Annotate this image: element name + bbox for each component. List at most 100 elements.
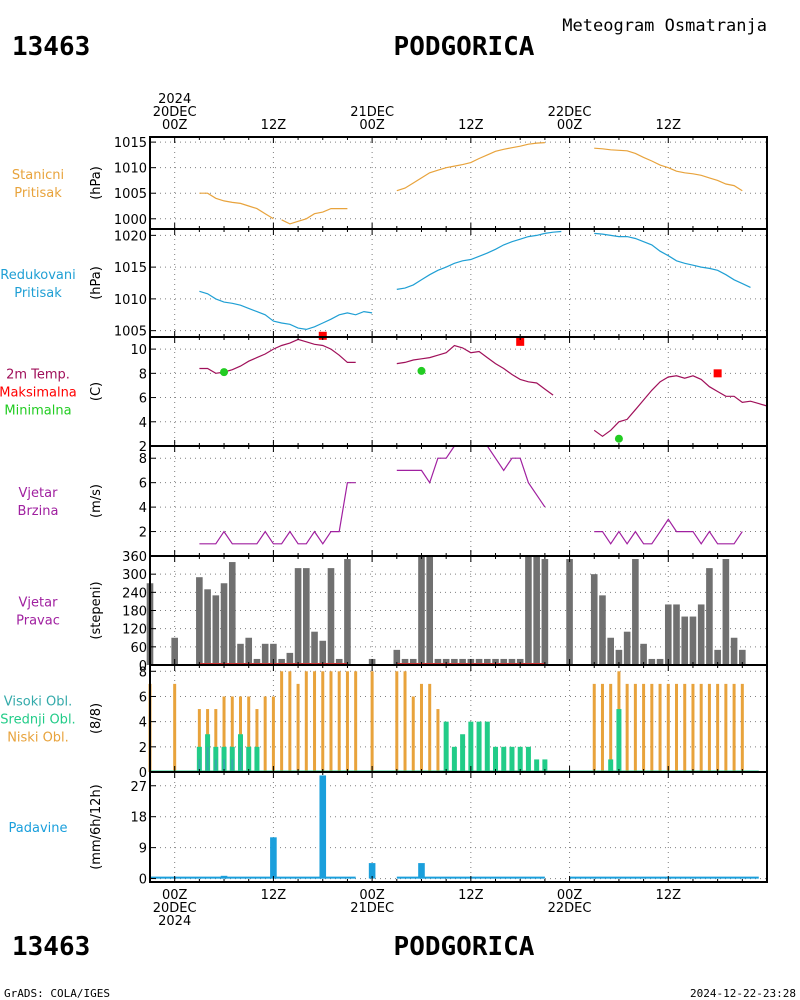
wind-direction-bar [615, 649, 623, 665]
wind-direction-bar [541, 559, 549, 665]
mid-cloud-bar [451, 746, 457, 772]
time-label: 00Z [162, 118, 188, 133]
footer-station-id: 13463 [12, 932, 90, 962]
y-tick-label: 1010 [114, 162, 147, 177]
low-cloud-bar [263, 696, 267, 772]
wind-direction-bar [566, 559, 573, 665]
time-label: 12Z [656, 888, 682, 903]
panel-reduced-pressure: 1005 1010 1015 1020 (hPa) Redukovani Pritisak [0, 228, 768, 340]
station-pressure-line-segment [396, 142, 545, 192]
low-cloud-bar [600, 683, 604, 772]
time-label: 00Z [359, 118, 385, 133]
mid-cloud-bar [608, 759, 614, 772]
y-tick-label: 300 [122, 568, 147, 583]
time-label: 12Z [656, 118, 682, 133]
low-cloud-bar [337, 671, 341, 772]
low-cloud-bar [354, 671, 358, 772]
wind-direction-bar [516, 658, 524, 665]
time-label: 12Z [458, 888, 484, 903]
wind-direction-bar [590, 574, 598, 665]
low-cloud-bar [724, 683, 728, 772]
high-cloud-bar [214, 759, 217, 772]
wind-direction-bar [451, 658, 458, 665]
time-label: 2024 [158, 914, 191, 929]
low-cloud-bar [707, 683, 711, 772]
panel-wind-direction: 0 60 120 180 240 300 360 (stepeni) Vjetar Pravac [16, 550, 768, 674]
y-tick-label: 1015 [114, 136, 147, 151]
time-label: 00Z [557, 118, 583, 133]
wind-direction-bar [319, 640, 327, 665]
y-tick-label: 1010 [114, 293, 147, 308]
y-tick-label: 180 [122, 605, 147, 620]
low-cloud-bar [395, 671, 399, 772]
low-cloud-bar [304, 671, 308, 772]
mid-cloud-bar [484, 721, 490, 772]
maximum-marker [318, 331, 327, 340]
y-tick-label: 6 [139, 477, 147, 492]
wind-direction-bar [335, 658, 343, 665]
time-label: 21DEC [350, 901, 394, 916]
mid-cloud-bar [534, 759, 540, 772]
panel-frame [149, 771, 768, 883]
y-axis-unit: (C) [89, 382, 104, 401]
station-pressure-line-segment [199, 192, 274, 220]
low-cloud-bar [411, 696, 415, 772]
mid-cloud-bar [542, 759, 548, 772]
mid-cloud-bar [468, 721, 474, 772]
credit-text: GrADS: COLA/IGES [4, 987, 110, 1000]
low-cloud-bar [222, 696, 226, 772]
wind-direction-bar [623, 631, 631, 665]
mid-cloud-bar [493, 746, 499, 772]
wind-direction-bar [689, 616, 697, 665]
low-cloud-bar [329, 671, 333, 772]
y-tick-label: 60 [130, 641, 147, 656]
wind-direction-bar [212, 595, 220, 665]
minimum-marker [220, 368, 229, 377]
panel-label: Stanicni [12, 168, 64, 183]
maximum-marker [516, 337, 525, 346]
wind-direction-bar [442, 658, 450, 665]
y-tick-label: 2 [139, 440, 147, 455]
high-cloud-bar [231, 759, 234, 772]
y-tick-label: 4 [139, 716, 147, 731]
panel-label: Redukovani [0, 268, 75, 283]
low-cloud-bar [313, 671, 317, 772]
wind-direction-bar [245, 637, 253, 665]
y-tick-label: 360 [122, 550, 147, 565]
timestamp: 2024-12-22-23:28 [690, 987, 796, 1000]
wind-direction-bar [393, 649, 401, 665]
y-tick-label: 4 [139, 416, 147, 431]
low-cloud-bar [642, 683, 646, 772]
panel-frame [149, 336, 768, 447]
wind-direction-bar [327, 568, 335, 665]
wind-direction-bar [204, 589, 211, 665]
y-tick-label: 2 [139, 741, 147, 756]
low-cloud-bar [271, 696, 275, 772]
wind-direction-bar [261, 643, 269, 665]
panel-label: Niski Obl. [7, 731, 69, 746]
precipitation-bar [418, 863, 425, 879]
low-cloud-bar [428, 683, 432, 772]
wind-direction-bar [640, 643, 647, 665]
panel-cloud-cover: 0 2 4 6 8 (8/8) Visoki Obl. Srednji Obl. Niski O… [0, 664, 768, 781]
mid-cloud-bar [525, 746, 531, 772]
high-cloud-bar [239, 746, 242, 772]
wind-speed-line-segment [594, 518, 743, 545]
wind-direction-bar [228, 562, 236, 665]
low-cloud-bar [173, 683, 177, 772]
low-cloud-bar [675, 683, 679, 772]
low-cloud-bar [436, 709, 440, 772]
low-cloud-bar [650, 683, 654, 772]
precipitation-bar [368, 863, 376, 879]
low-cloud-bar [666, 683, 670, 772]
minimum-marker [614, 434, 623, 443]
panel-label: Maksimalna [0, 386, 77, 401]
low-cloud-bar [716, 683, 720, 772]
wind-direction-bar [286, 652, 294, 665]
y-tick-label: 0 [139, 766, 147, 781]
temperature-line-segment [593, 375, 768, 438]
panel-label: Minimalna [4, 404, 71, 419]
low-cloud-bar [214, 709, 218, 772]
